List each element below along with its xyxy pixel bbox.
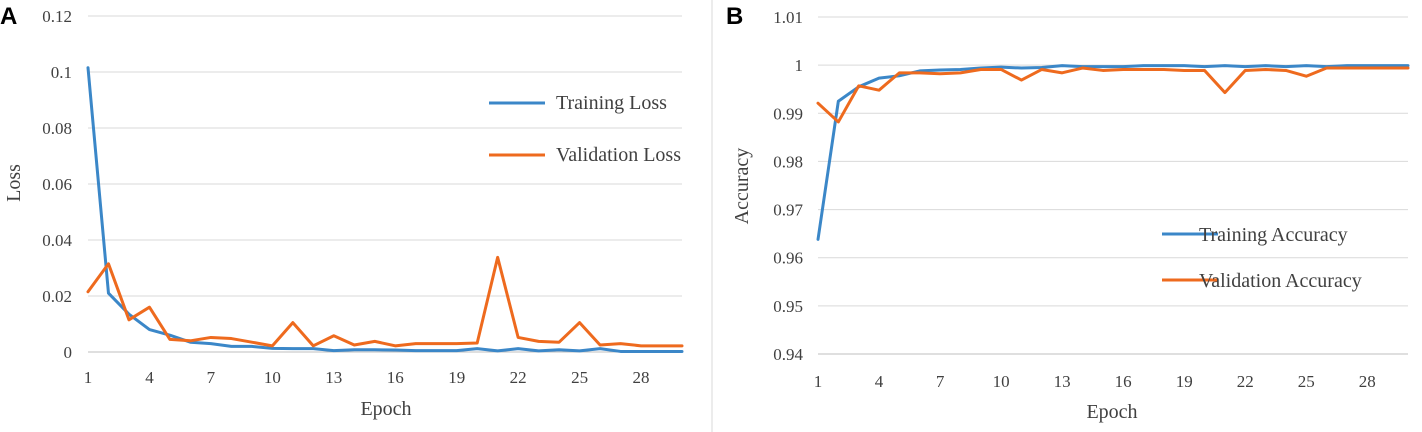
- panel-b-y-tick-label: 0.98: [773, 152, 803, 171]
- panel-a-x-ticks: 1 4 7 10 13 16 19 22 25 28: [84, 368, 650, 387]
- panel-a-legend-label-validation: Validation Loss: [556, 144, 681, 166]
- panel-a-x-tick-label: 16: [387, 368, 404, 387]
- panel-a-x-tick-label: 28: [633, 368, 650, 387]
- panel-a-y-tick-label: 0.12: [42, 7, 72, 26]
- panel-b-x-tick-label: 13: [1054, 372, 1071, 391]
- panel-a-x-tick-label: 13: [325, 368, 342, 387]
- panel-b-x-tick-label: 10: [993, 372, 1010, 391]
- panel-b-y-tick-label: 1.01: [773, 8, 803, 27]
- panel-a-legend: Training Loss Validation Loss: [489, 92, 681, 166]
- panel-a-letter: A: [0, 3, 17, 30]
- panel-b-y-axis-title: Accuracy: [731, 148, 753, 225]
- panel-a-x-tick-label: 7: [207, 368, 216, 387]
- panel-b-y-tick-label: 0.95: [773, 297, 803, 316]
- panel-a-y-tick-label: 0.06: [42, 175, 72, 194]
- panel-a-y-tick-label: 0.02: [42, 287, 72, 306]
- panel-b-x-tick-label: 25: [1298, 372, 1315, 391]
- panel-a-y-tick-label: 0.04: [42, 231, 72, 250]
- panel-a-y-ticks: 0 0.02 0.04 0.06 0.08 0.1 0.12: [42, 7, 72, 362]
- panel-b-y-ticks: 0.94 0.95 0.96 0.97 0.98 0.99 1 1.01: [773, 8, 803, 364]
- panel-b-x-tick-label: 1: [814, 372, 823, 391]
- panel-b-x-tick-label: 19: [1176, 372, 1193, 391]
- panel-a-x-tick-label: 10: [264, 368, 281, 387]
- panel-a-x-axis-title: Epoch: [360, 398, 411, 420]
- panel-a-y-tick-label: 0: [64, 343, 73, 362]
- panel-a-y-axis-title: Loss: [3, 164, 25, 202]
- panel-b-x-tick-label: 16: [1115, 372, 1132, 391]
- panel-a-legend-label-training: Training Loss: [556, 92, 667, 114]
- panel-b-gridlines: [818, 16, 1408, 355]
- panel-b-legend-label-training: Training Accuracy: [1199, 224, 1348, 246]
- panel-b-series: [816, 64, 1410, 241]
- panel-b-letter: B: [726, 3, 743, 30]
- panel-b-legend: Training Accuracy Validation Accuracy: [1162, 224, 1362, 292]
- panel-a-y-tick-label: 0.08: [42, 119, 72, 138]
- panel-b-x-axis-title: Epoch: [1086, 401, 1137, 423]
- panel-a-x-tick-label: 19: [448, 368, 465, 387]
- panel-a-x-tick-label: 22: [510, 368, 527, 387]
- panel-a-x-tick-label: 1: [84, 368, 93, 387]
- panel-b-x-tick-label: 4: [875, 372, 884, 391]
- panel-a-gridlines: [88, 15, 682, 353]
- panel-b-y-tick-label: 0.94: [773, 345, 803, 364]
- panel-b-y-tick-label: 1: [795, 56, 804, 75]
- panel-a-series: [86, 66, 684, 353]
- panel-a-x-tick-label: 25: [571, 368, 588, 387]
- panel-a-y-tick-label: 0.1: [51, 63, 72, 82]
- panel-a-x-tick-label: 4: [145, 368, 154, 387]
- panel-b-series-training-line: [816, 64, 1410, 241]
- panel-b-y-tick-label: 0.96: [773, 249, 803, 268]
- panel-b-x-tick-label: 28: [1359, 372, 1376, 391]
- panel-b-legend-label-validation: Validation Accuracy: [1199, 270, 1362, 292]
- panel-b-y-tick-label: 0.99: [773, 104, 803, 123]
- panel-b-series-validation-line: [816, 66, 1410, 124]
- panel-b-x-tick-label: 7: [936, 372, 945, 391]
- panel-b-x-ticks: 1 4 7 10 13 16 19 22 25 28: [814, 372, 1376, 391]
- panel-b-x-tick-label: 22: [1237, 372, 1254, 391]
- panel-a-loss-chart: A 0 0.02 0.04 0.06 0.08 0.1 0.12 1 4 7 10 13 16 19 22…: [0, 3, 684, 420]
- panel-b-y-tick-label: 0.97: [773, 201, 803, 220]
- panel-a-series-validation-line: [86, 255, 684, 348]
